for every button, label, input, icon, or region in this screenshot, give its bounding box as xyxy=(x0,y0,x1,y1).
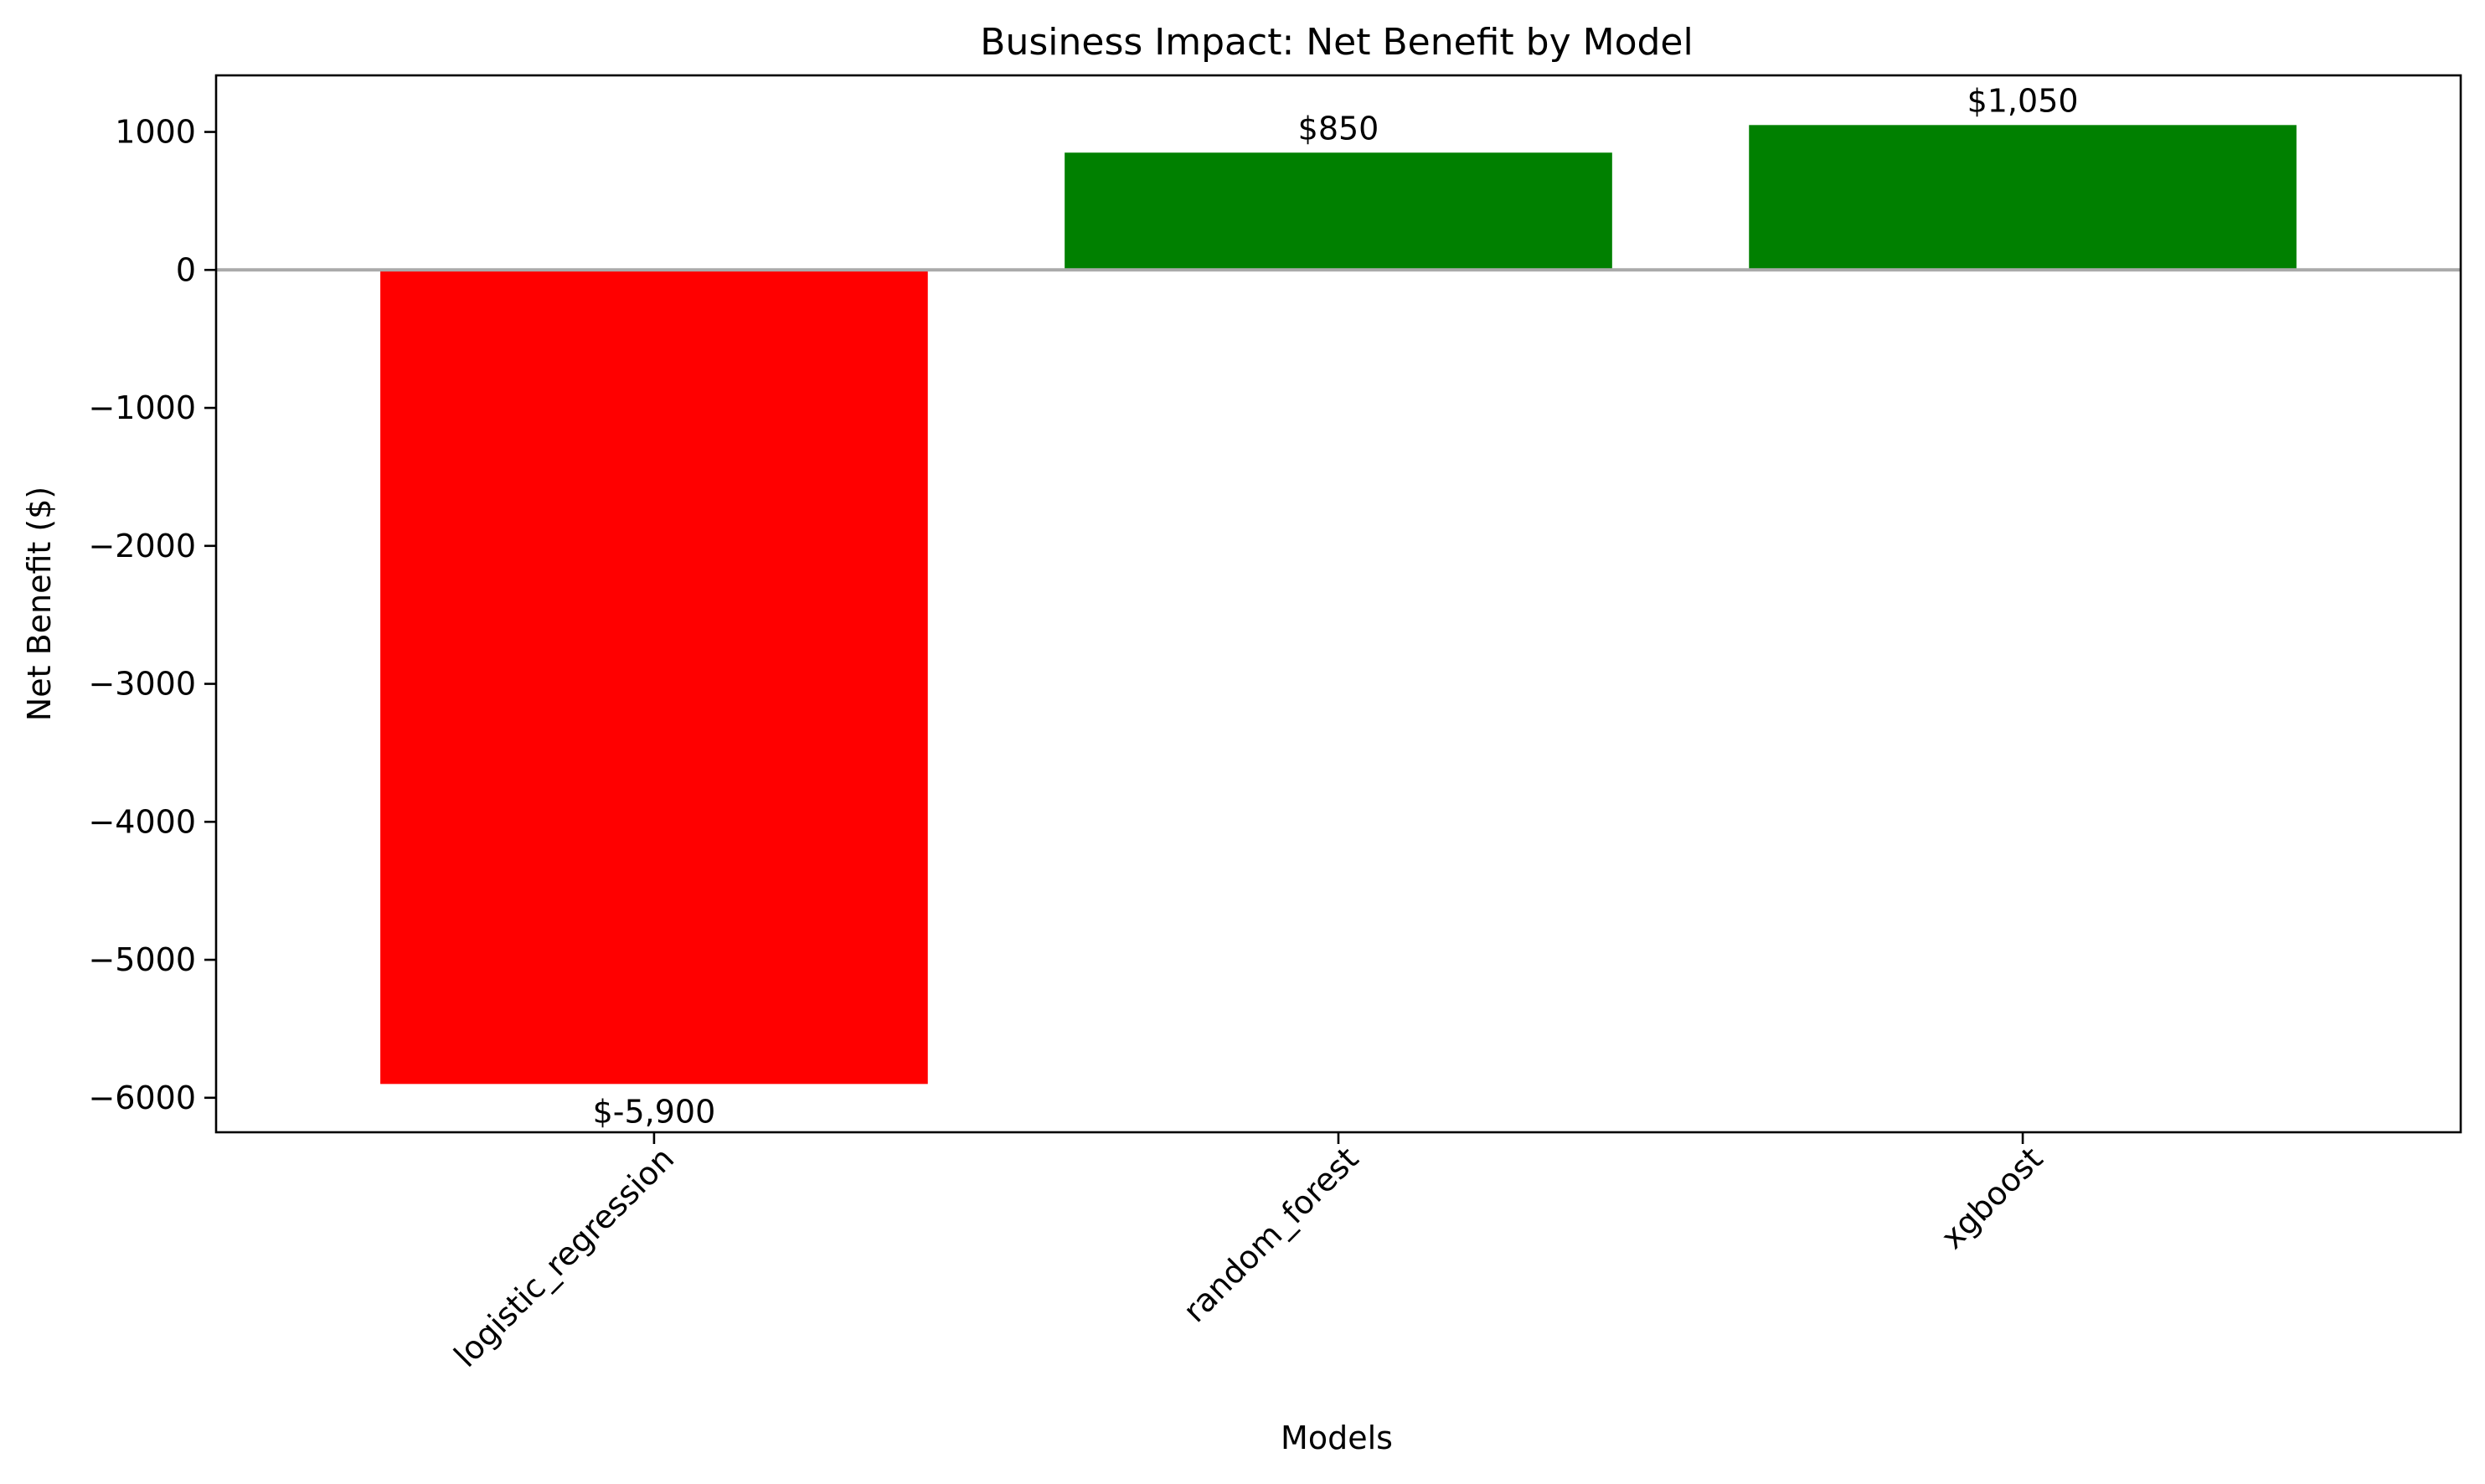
y-tick-label: −2000 xyxy=(88,528,196,564)
bars-group: $-5,900 $850 $1,050 xyxy=(216,82,2461,1130)
bar-xgboost xyxy=(1749,125,2297,271)
x-axis-label: Models xyxy=(1281,1420,1393,1456)
y-tick-label: 0 xyxy=(176,251,196,288)
y-axis-label: Net Benefit ($) xyxy=(21,487,58,721)
y-tick-label: −4000 xyxy=(88,803,196,840)
value-label-logistic_regression: $-5,900 xyxy=(593,1093,716,1130)
bar-random_forest xyxy=(1065,152,1612,271)
y-axis-ticks: 1000 0 −1000 −2000 −3000 −4000 −5000 −6000 xyxy=(88,114,216,1116)
value-label-xgboost: $1,050 xyxy=(1967,82,2079,119)
y-tick-label: −6000 xyxy=(88,1080,196,1116)
chart-title: Business Impact: Net Benefit by Model xyxy=(980,21,1693,64)
y-tick-label: −5000 xyxy=(88,941,196,978)
y-tick-label: 1000 xyxy=(115,114,196,151)
plot-area-frame xyxy=(214,74,2462,1134)
bar-logistic_regression xyxy=(380,270,928,1085)
y-tick-label: −3000 xyxy=(88,666,196,703)
y-tick-label: −1000 xyxy=(88,389,196,426)
value-label-random_forest: $850 xyxy=(1298,110,1379,147)
